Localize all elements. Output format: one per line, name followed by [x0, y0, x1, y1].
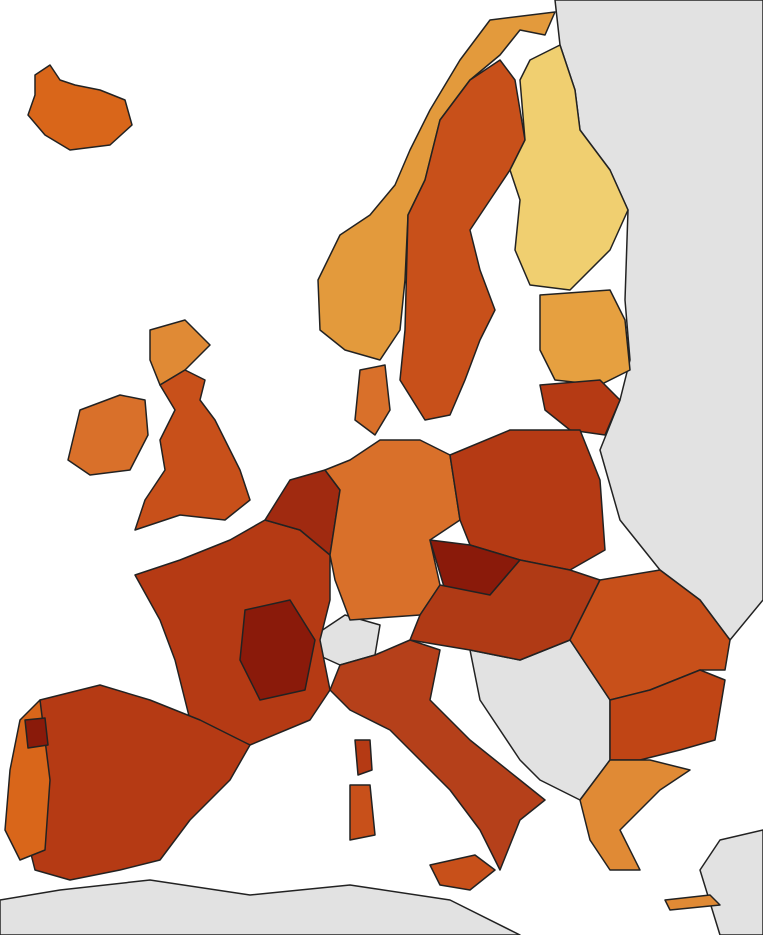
lithuania — [539, 379, 621, 436]
finland — [509, 44, 629, 291]
sicily — [429, 854, 496, 891]
turkey — [699, 829, 763, 935]
spain — [24, 684, 251, 881]
ireland — [67, 394, 149, 476]
portugal-centre — [24, 717, 49, 749]
north-africa — [0, 879, 521, 935]
corsica — [354, 739, 373, 776]
denmark — [354, 364, 391, 436]
germany — [324, 439, 461, 621]
greece — [579, 759, 691, 871]
norway — [317, 11, 556, 361]
sweden — [399, 59, 526, 421]
sardinia — [349, 784, 376, 841]
iceland — [27, 64, 133, 151]
italy — [329, 639, 546, 871]
crete — [664, 894, 721, 911]
france-centre — [239, 599, 316, 701]
britain — [134, 369, 251, 531]
poland — [449, 429, 606, 571]
baltics-north — [539, 289, 631, 386]
